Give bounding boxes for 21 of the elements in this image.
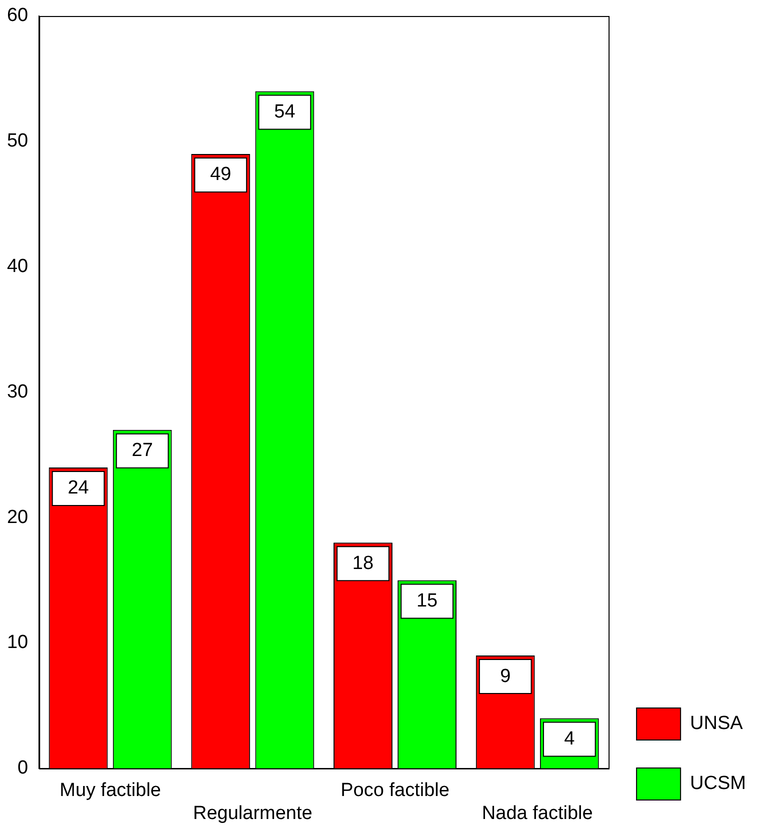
x-tick-label: Muy factible (60, 780, 161, 802)
y-tick-label: 20 (6, 506, 28, 528)
data-label: 24 (68, 478, 90, 499)
data-label: 27 (132, 440, 153, 462)
data-label: 9 (500, 666, 511, 687)
x-tick-label: Poco factible (340, 780, 450, 802)
data-label: 49 (210, 164, 232, 186)
legend-label: UCSM (690, 773, 746, 794)
data-label: 4 (564, 728, 576, 750)
data-label: 15 (416, 590, 438, 612)
x-tick-label: Regularmente (192, 802, 312, 824)
data-label: 54 (274, 101, 296, 122)
legend-label: UNSA (690, 713, 744, 734)
data-label: 18 (352, 552, 374, 574)
y-tick-label: 0 (18, 758, 28, 779)
y-tick-label: 60 (6, 5, 28, 26)
x-tick-label: Nada factible (482, 802, 593, 824)
y-tick-label: 30 (6, 381, 28, 402)
y-tick-label: 10 (6, 632, 28, 654)
y-tick-label: 50 (6, 130, 28, 152)
y-tick-label: 40 (6, 256, 28, 278)
